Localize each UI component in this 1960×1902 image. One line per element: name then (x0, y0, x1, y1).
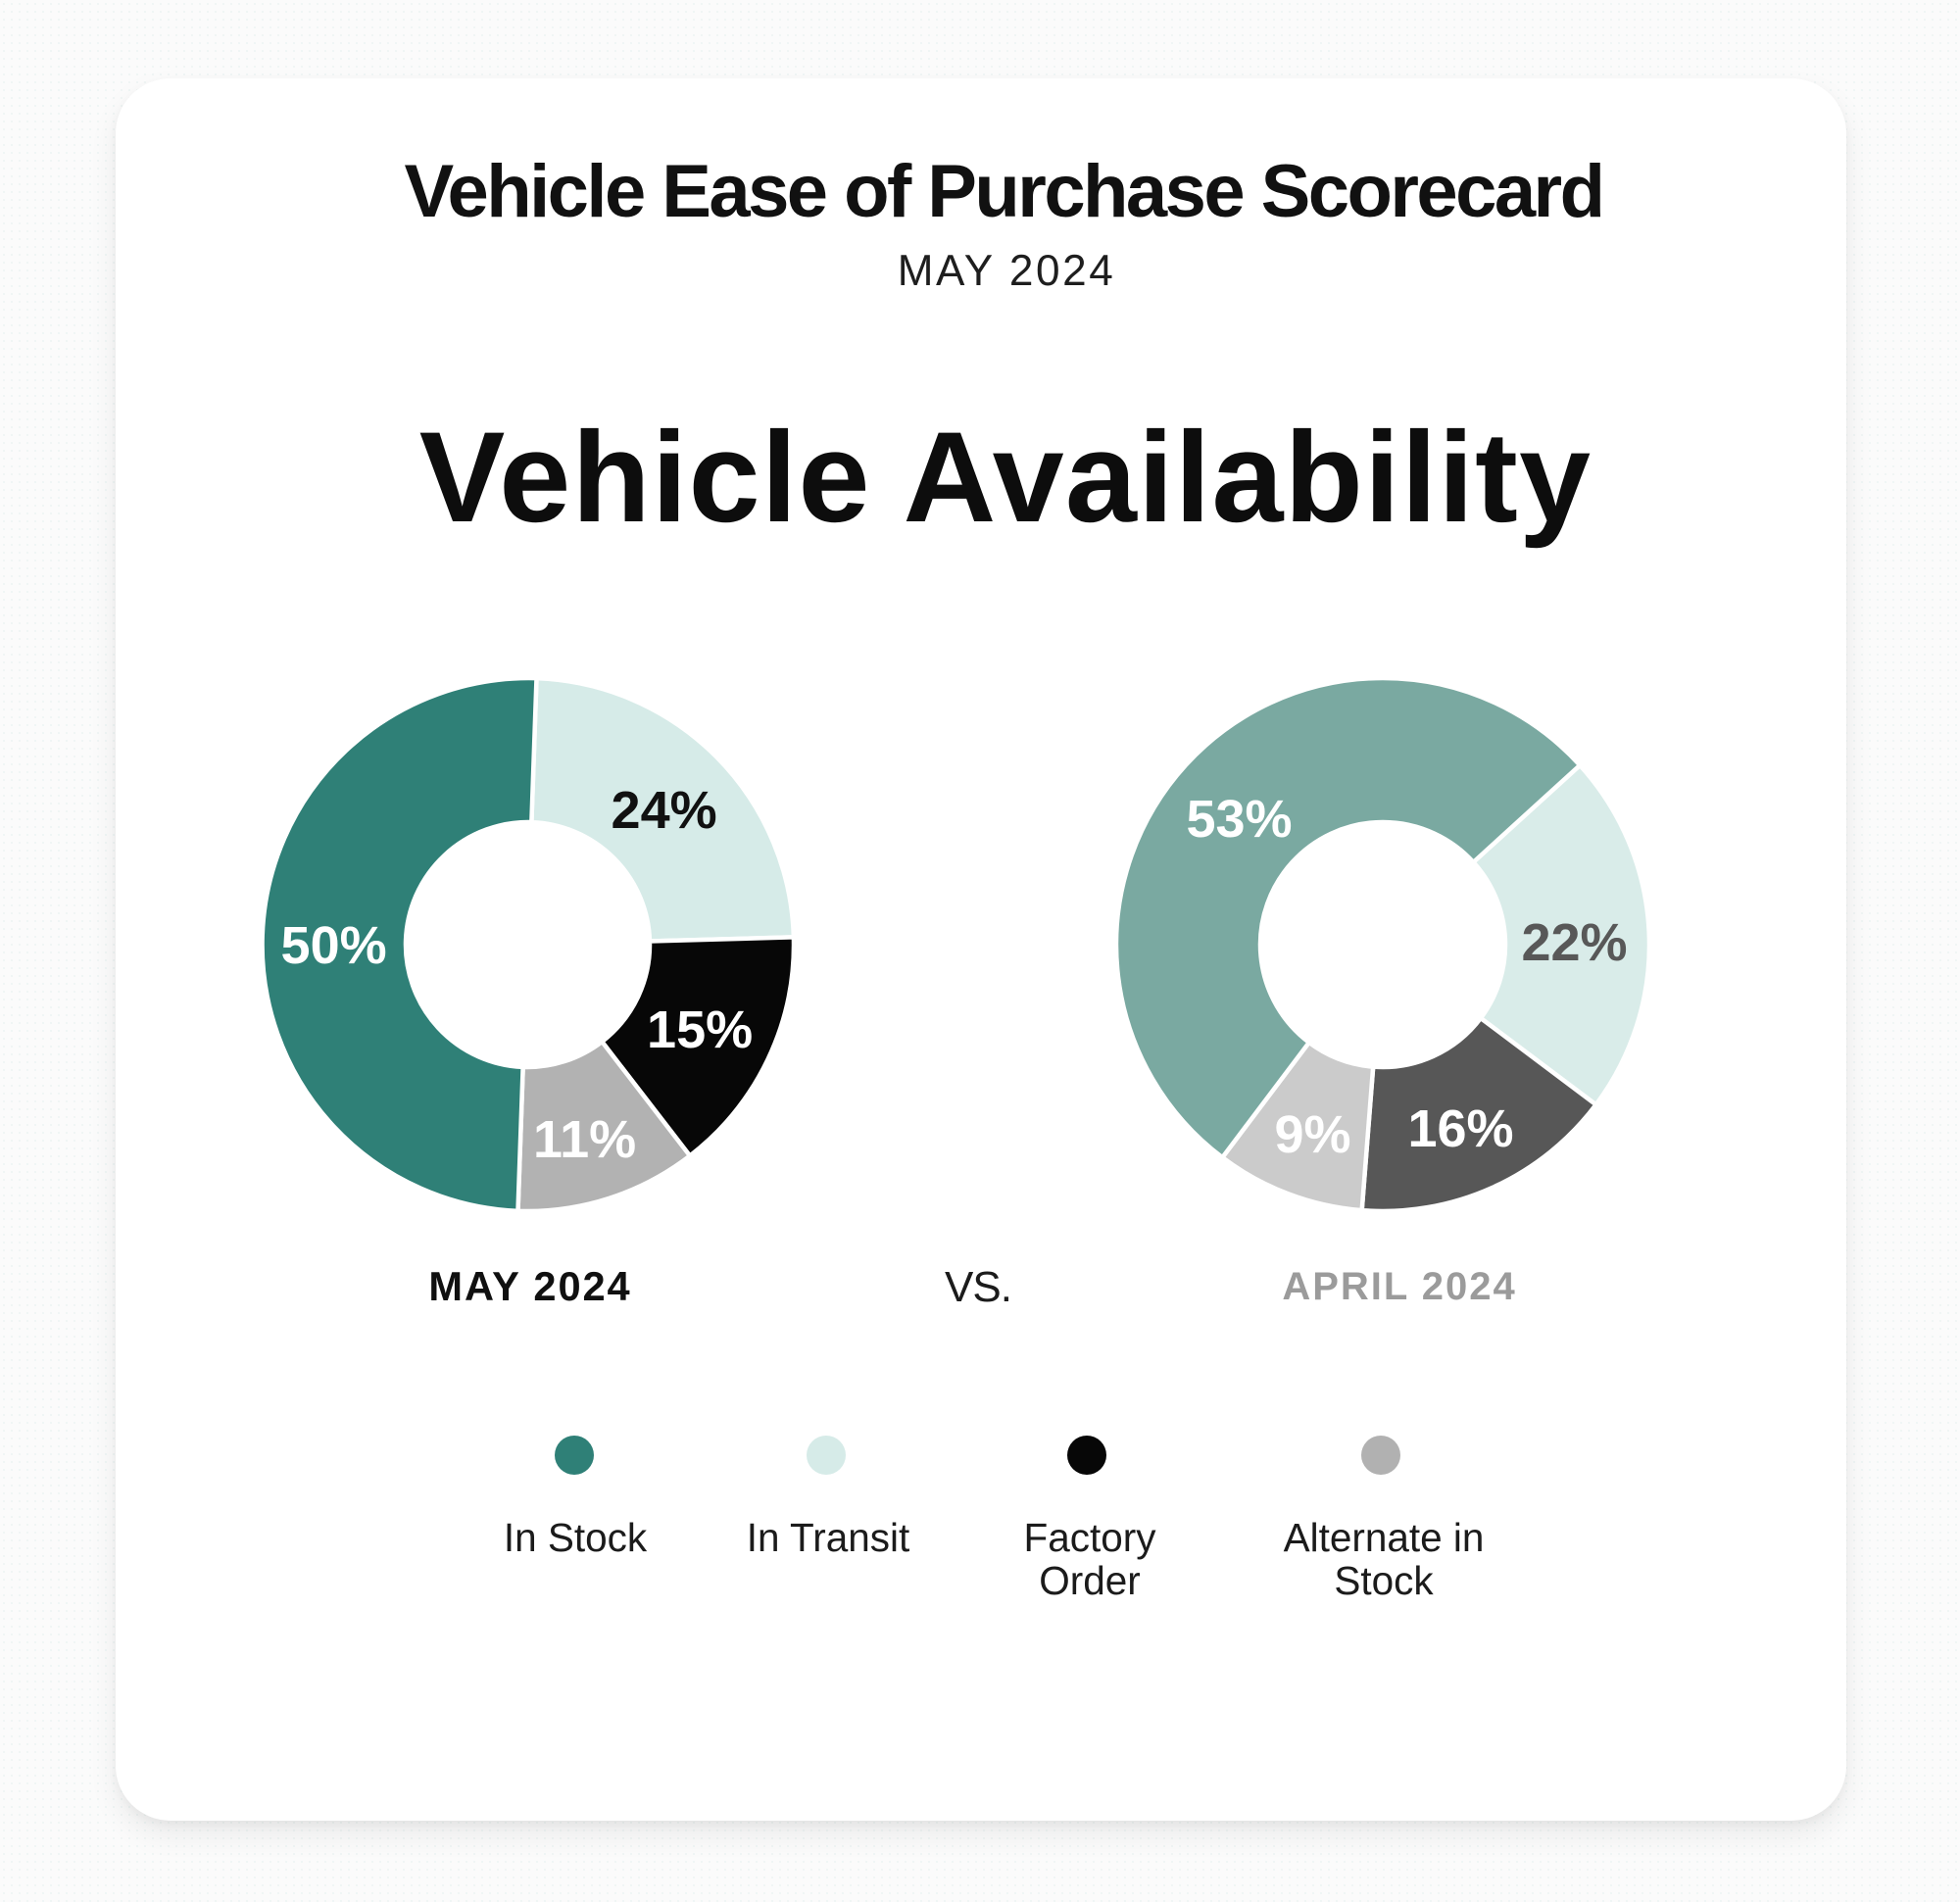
svg-text:24%: 24% (612, 780, 717, 839)
svg-text:9%: 9% (1274, 1104, 1350, 1163)
svg-text:11%: 11% (533, 1109, 636, 1168)
svg-text:22%: 22% (1521, 912, 1627, 971)
svg-text:15%: 15% (647, 1000, 753, 1058)
svg-text:50%: 50% (281, 915, 387, 974)
svg-text:53%: 53% (1186, 789, 1292, 848)
svg-text:16%: 16% (1407, 1098, 1513, 1157)
